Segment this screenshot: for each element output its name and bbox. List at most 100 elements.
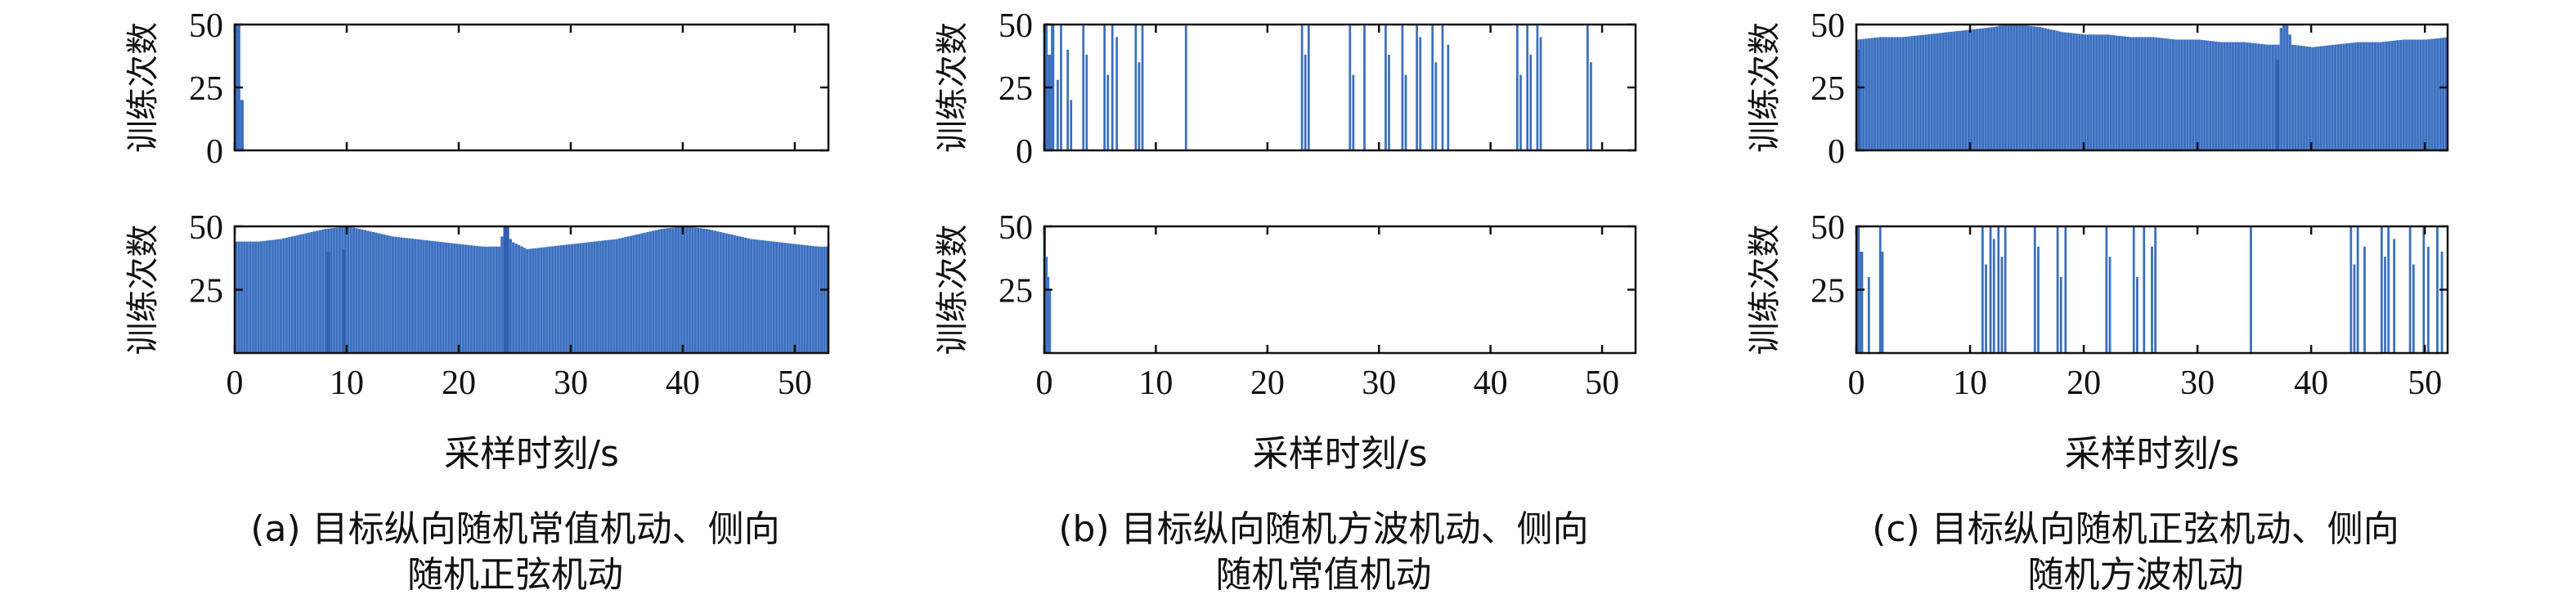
bar (1363, 25, 1366, 150)
bar (346, 226, 350, 353)
bar (2072, 33, 2076, 150)
bar (1913, 35, 1916, 150)
bar (318, 230, 322, 353)
bar (758, 239, 761, 353)
bar (400, 237, 403, 353)
plot-frame (1043, 225, 1637, 355)
bar (2154, 226, 2157, 353)
bar (2129, 37, 2133, 151)
y-tick-label: 25 (999, 70, 1033, 108)
bar (713, 230, 717, 353)
panel-caption: (a) 目标纵向随机常值机动、侧向 (250, 508, 779, 550)
bar (1936, 33, 1939, 150)
x-tick-label: 10 (330, 364, 364, 402)
y-axis-label: 训练次数 (934, 22, 972, 153)
bar (604, 240, 608, 353)
bar (601, 240, 605, 353)
bar (2063, 32, 2067, 150)
bar (2359, 42, 2363, 151)
bar (478, 246, 482, 353)
bar (2209, 41, 2212, 150)
bar (1860, 252, 1864, 353)
y-tick-label: 50 (189, 7, 223, 45)
bar (677, 226, 680, 353)
bar (2353, 264, 2356, 353)
bar (458, 244, 462, 353)
bar (550, 246, 554, 353)
subplot-c-2: 0 10 20 30 40 50 25 50 训练次数 (1746, 209, 2449, 402)
bar (657, 229, 661, 353)
bar (778, 242, 781, 353)
bar (2092, 34, 2095, 150)
bar (2061, 32, 2064, 150)
bar (268, 240, 272, 353)
bar (780, 242, 784, 353)
bar (342, 248, 346, 353)
bar (2046, 29, 2050, 150)
bar (497, 246, 501, 353)
bar (2134, 37, 2138, 151)
bar (595, 241, 599, 353)
bar (2393, 40, 2397, 151)
bar (240, 241, 244, 353)
x-tick-label: 40 (2294, 364, 2328, 402)
bar (2408, 226, 2412, 353)
bar (2152, 37, 2155, 151)
bar (1046, 257, 1048, 353)
y-tick-label: 25 (999, 273, 1033, 311)
bar (774, 241, 779, 353)
y-tick-label: 25 (1811, 70, 1845, 108)
bar (2285, 25, 2289, 150)
y-tick-label: 0 (1016, 133, 1033, 171)
bar (823, 246, 826, 353)
bar (674, 227, 678, 353)
bar (1970, 29, 1973, 150)
bar (388, 235, 392, 353)
bar (1300, 25, 1304, 150)
bar (638, 234, 641, 353)
bar (2117, 35, 2121, 150)
bar (1304, 54, 1307, 150)
bar (1950, 31, 1954, 151)
bar (2032, 26, 2035, 151)
bar (312, 231, 316, 353)
bar (2390, 41, 2394, 150)
bar (2177, 39, 2181, 151)
subplot-a-2: 0 10 20 30 40 50 25 50 训练次数 (124, 209, 830, 402)
bar (2339, 43, 2343, 151)
bar (2123, 36, 2127, 150)
bar (310, 231, 313, 353)
y-axis-label: 训练次数 (934, 225, 972, 355)
bar (2194, 39, 2198, 151)
bar (326, 252, 330, 353)
bar (2413, 39, 2417, 151)
bar (1915, 35, 1919, 150)
bar (290, 236, 294, 353)
bar (554, 246, 557, 353)
bar (265, 240, 269, 353)
bar-series (1044, 25, 1592, 151)
plot-frame (1043, 23, 1637, 152)
bar (1927, 34, 1931, 151)
bar (2311, 47, 2314, 150)
bar (1141, 25, 1144, 150)
bar (738, 236, 742, 353)
bar (391, 236, 395, 353)
bar (461, 244, 464, 353)
bar (705, 229, 708, 353)
bar (2419, 39, 2422, 151)
bar (473, 245, 476, 353)
bar (2248, 42, 2252, 150)
bar (2263, 44, 2266, 150)
bar (725, 233, 728, 353)
bar (2188, 39, 2192, 151)
bar (2165, 38, 2170, 151)
bar (2106, 34, 2110, 150)
bar (2269, 44, 2272, 150)
bar (615, 239, 619, 353)
bar (2276, 60, 2280, 150)
bar (2234, 42, 2237, 151)
panel-caption: (b) 目标纵向随机方波机动、侧向 (1058, 508, 1588, 550)
bar (2160, 38, 2164, 151)
